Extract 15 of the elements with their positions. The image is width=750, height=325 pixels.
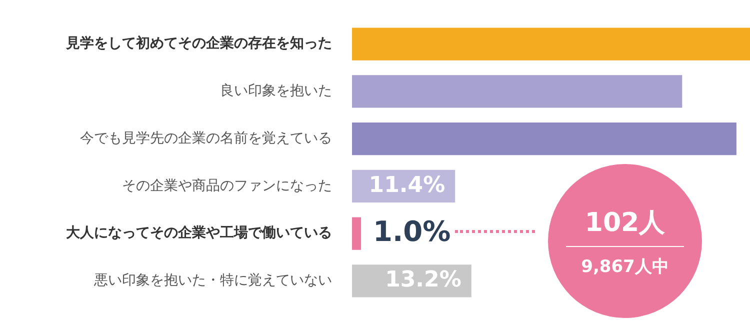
y-tick-label: 悪い印象を抱いた・特に覚えていない: [93, 272, 332, 289]
bar: [352, 28, 750, 60]
annotation: 102人: [584, 206, 666, 240]
data-label: 11.4%: [368, 172, 446, 198]
annotation: 9,867人中: [581, 256, 669, 278]
bar: [352, 75, 682, 108]
y-tick-label: 大人になってその企業や工場で働いている: [66, 225, 332, 242]
data-label: 1.0%: [373, 214, 451, 248]
y-tick-label: 今でも見学先の企業の名前を覚えている: [80, 130, 332, 146]
bar: [352, 122, 736, 156]
y-tick-label: その企業や商品のファンになった: [122, 178, 332, 194]
circle-badge: 102人 9,867人中: [548, 164, 702, 318]
y-tick-label: 見学をして初めてその企業の存在を知った: [65, 34, 332, 52]
y-tick-label: 良い印象を抱いた: [220, 83, 332, 100]
bar: [352, 217, 362, 250]
